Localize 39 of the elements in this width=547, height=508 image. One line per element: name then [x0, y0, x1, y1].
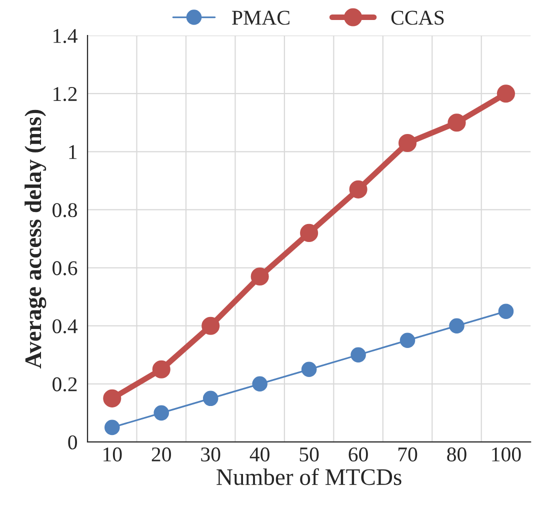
y-tick-label: 1.2 [54, 87, 77, 102]
y-tick-label: 0.2 [52, 377, 77, 392]
x-tick-label: 60 [348, 447, 368, 462]
point [400, 332, 416, 348]
y-tick-label: 0 [68, 435, 78, 450]
y-axis-title: Average access delay (ms) [24, 110, 46, 368]
x-tick-label: 80 [447, 447, 466, 462]
x-tick-label: 10 [104, 447, 122, 462]
point [449, 318, 464, 334]
point [301, 362, 317, 378]
x-tick-label: 30 [201, 447, 220, 462]
point [349, 180, 368, 198]
y-tick-label: 1.4 [54, 29, 78, 44]
y-tick-label: 1 [69, 145, 77, 159]
point [398, 134, 417, 152]
legend-label: CCAS [391, 10, 444, 25]
point [448, 114, 466, 132]
point [496, 84, 516, 103]
y-tick-label: 0.4 [52, 319, 78, 334]
point [350, 347, 366, 363]
x-axis-title: Number of MTCDs [216, 468, 402, 486]
legend-label: PMAC [232, 10, 290, 25]
y-tick-label: 0.6 [52, 261, 78, 276]
y-tick-label: 0.8 [52, 203, 78, 218]
point [103, 389, 122, 408]
point [202, 316, 220, 335]
point [152, 360, 170, 378]
x-tick-label: 40 [250, 447, 270, 462]
point [104, 420, 120, 436]
point [300, 224, 318, 242]
point [154, 405, 170, 421]
x-tick-label: 100 [492, 447, 521, 462]
point [202, 390, 218, 406]
point [250, 267, 269, 286]
point [252, 376, 268, 392]
x-tick-label: 20 [152, 447, 171, 462]
point [498, 304, 514, 319]
x-tick-label: 50 [300, 447, 319, 462]
x-tick-label: 70 [398, 447, 418, 462]
